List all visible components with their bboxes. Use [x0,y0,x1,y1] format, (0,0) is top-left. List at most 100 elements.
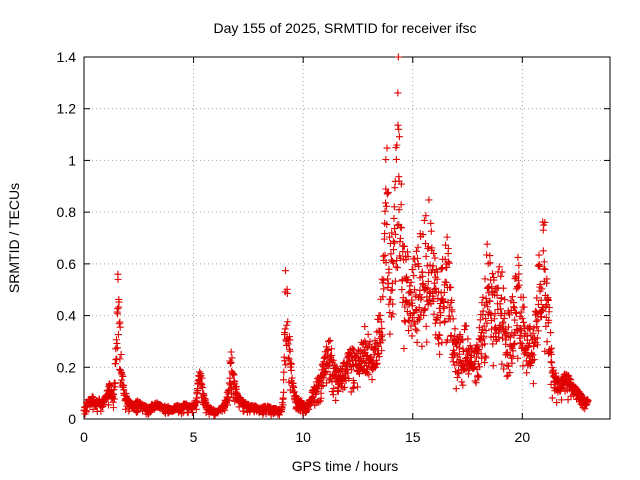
data-point [436,350,444,358]
data-point [458,378,466,386]
data-point [110,386,118,394]
data-point [386,233,394,241]
data-point [391,184,399,192]
data-point [459,348,467,356]
data-point [510,299,518,307]
chart-title: Day 155 of 2025, SRMTID for receiver ifs… [214,20,477,36]
data-point [391,277,399,285]
data-point [486,259,494,267]
data-point [387,250,395,258]
data-point [419,272,427,280]
data-point [317,389,325,397]
data-point [114,275,122,283]
data-point [388,229,396,237]
data-point [280,376,288,384]
data-point [379,336,387,344]
data-point [532,317,540,325]
data-point [481,340,489,348]
data-point [394,89,402,97]
data-point [390,203,398,211]
data-point [397,224,405,232]
data-point [473,353,481,361]
data-point [482,327,490,335]
data-point [280,368,288,376]
data-point [542,322,550,330]
data-point [365,371,373,379]
data-point [401,318,409,326]
data-point [385,265,393,273]
data-point [391,239,399,247]
data-point [436,319,444,327]
data-point [194,387,202,395]
data-point [514,253,522,261]
y-tick-label: 0.6 [57,256,77,272]
data-point [285,355,293,363]
data-point [414,317,422,325]
data-point [389,237,397,245]
data-point [541,347,549,355]
data-point [383,144,391,152]
data-point [193,398,201,406]
data-point [540,258,548,266]
x-tick-label: 15 [405,429,421,445]
data-point [283,321,291,329]
data-point [514,276,522,284]
data-point [408,332,416,340]
data-point [280,388,288,396]
y-tick-label: 1.4 [57,49,77,65]
y-tick-label: 0.8 [57,204,77,220]
data-point [406,288,414,296]
data-point [350,379,358,387]
data-point [440,298,448,306]
data-point [192,405,200,413]
data-point [547,329,555,337]
data-point [540,265,548,273]
y-tick-label: 0 [68,411,76,427]
data-point [459,336,467,344]
data-point [320,374,328,382]
data-point [362,339,370,347]
x-tick-label: 10 [295,429,311,445]
data-point [228,354,236,362]
data-point [553,399,561,407]
data-point [422,252,430,260]
data-point [510,304,518,312]
data-point [536,280,544,288]
y-tick-label: 0.4 [57,308,77,324]
data-point [509,352,517,360]
data-point [106,381,114,389]
data-point [338,382,346,390]
data-point [541,265,549,273]
data-point [435,340,443,348]
data-point [449,315,457,323]
data-point [474,349,482,357]
data-point [400,242,408,250]
data-point [430,310,438,318]
data-point [366,338,374,346]
y-tick-label: 0.2 [57,359,77,375]
data-point [281,325,289,333]
data-point [372,363,380,371]
data-point [198,380,206,388]
data-point [482,354,490,362]
data-point [339,385,347,393]
data-point [406,282,414,290]
data-point [514,354,522,362]
data-point [326,336,334,344]
data-point [486,297,494,305]
data-point [475,373,483,381]
data-point [407,278,415,286]
data-point [328,351,336,359]
data-point [500,365,508,373]
data-point [116,323,124,331]
data-point [404,316,412,324]
data-point [413,327,421,335]
data-point [199,384,207,392]
data-point [471,377,479,385]
data-point [483,240,491,248]
data-point [405,317,413,325]
data-point [441,317,449,325]
data-point [363,369,371,377]
data-point [109,404,117,412]
y-axis-label: SRMTID / TECUs [6,183,22,293]
